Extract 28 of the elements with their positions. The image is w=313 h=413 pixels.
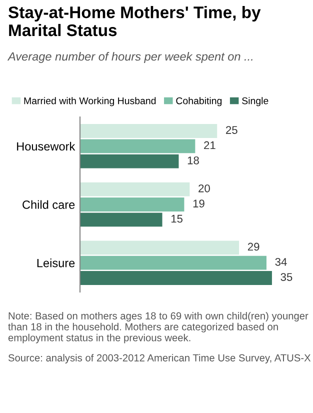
y-tick-label: Child care [22,200,75,209]
bar [80,182,190,196]
bar [80,212,162,227]
chart-title: Stay-at-Home Mothers' Time, by Marital Status [8,6,261,36]
text: Note: Based on mothers ages 18 to 69 with own child(ren) younger than 18 in the household. Mothers are categorized based on employment status in the previous week. [8,312,308,344]
bar [80,240,240,255]
data-label: 25 [226,126,238,134]
source-note: Source: analysis of 2003-2012 American Time Use Survey, ATUS-X [8,354,311,364]
data-label: 18 [188,156,199,164]
data-label: 15 [171,214,182,223]
y-tick-label: Leisure [37,258,75,268]
legend-label: Cohabiting [176,97,222,106]
bar [80,271,272,285]
bar [80,256,266,270]
y-tick-label: Housework [17,142,76,151]
bar [80,154,179,168]
legend-label: Single [242,97,268,106]
data-label: 35 [280,273,292,281]
bar [80,124,218,138]
data-label: 19 [193,200,204,208]
bar [80,198,184,212]
bar [80,139,196,154]
chart-subtitle: Average number of hours per week spent on ... [7,52,252,64]
legend-label: Married with Working Husband [24,97,156,106]
data-label: 20 [198,184,210,192]
data-label: 29 [248,242,260,251]
data-label: 21 [204,141,216,150]
data-label: 34 [275,258,287,266]
